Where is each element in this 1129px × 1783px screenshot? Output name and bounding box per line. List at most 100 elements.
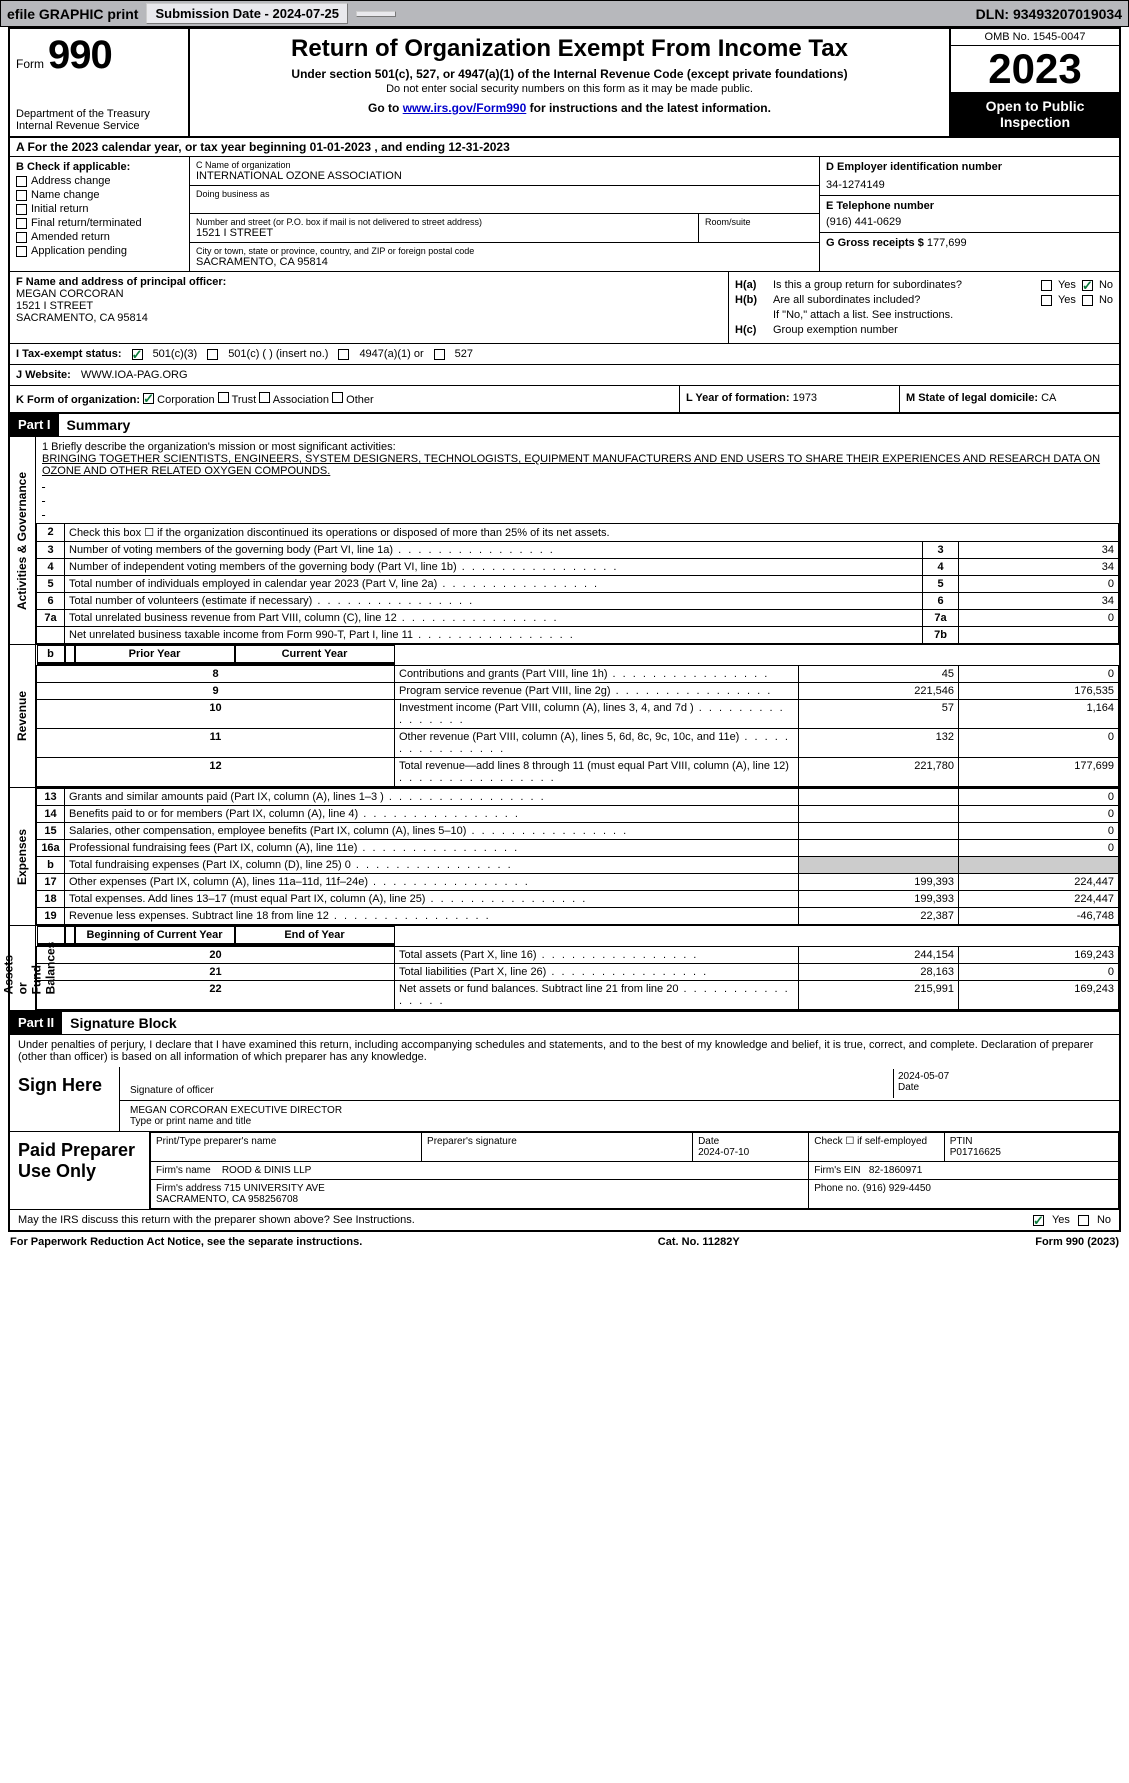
dept-label: Department of the Treasury Internal Reve…	[16, 108, 182, 132]
declaration-text: Under penalties of perjury, I declare th…	[10, 1035, 1119, 1067]
prep-date: 2024-07-10	[698, 1147, 749, 1158]
city-value: SACRAMENTO, CA 95814	[196, 256, 813, 268]
firm-phone: (916) 929-4450	[863, 1183, 931, 1194]
boxes-d-e-g: D Employer identification number 34-1274…	[819, 157, 1119, 271]
chk-address-change[interactable]	[16, 176, 27, 187]
paperwork-notice: For Paperwork Reduction Act Notice, see …	[10, 1236, 362, 1248]
chk-other[interactable]	[332, 392, 343, 403]
chk-application-pending[interactable]	[16, 246, 27, 257]
part-ii-title: Signature Block	[62, 1012, 185, 1034]
tax-year: 2023	[951, 46, 1119, 92]
gross-receipts-value: 177,699	[927, 237, 967, 249]
irs-discuss-row: May the IRS discuss this return with the…	[10, 1209, 1119, 1230]
chk-name-change[interactable]	[16, 190, 27, 201]
ptin-value: P01716625	[950, 1147, 1001, 1158]
form-number: 990	[48, 33, 112, 78]
phone-value: (916) 441-0629	[826, 216, 1113, 228]
header-center: Return of Organization Exempt From Incom…	[190, 29, 949, 136]
net-assets-table: Beginning of Current YearEnd of Year20To…	[36, 926, 1119, 1010]
governance-table: 2Check this box ☐ if the organization di…	[36, 523, 1119, 644]
sign-here-block: Sign Here Signature of officer 2024-05-0…	[10, 1067, 1119, 1132]
governance-section: Activities & Governance 1 Briefly descri…	[10, 437, 1119, 645]
chk-4947[interactable]	[338, 349, 349, 360]
row-j: J Website: WWW.IOA-PAG.ORG	[10, 365, 1119, 386]
chk-527[interactable]	[434, 349, 445, 360]
net-assets-section: Net Assets or Fund Balances Beginning of…	[10, 926, 1119, 1012]
hb-yes[interactable]	[1041, 295, 1052, 306]
box-b-label: B Check if applicable:	[16, 161, 183, 173]
section-f-h: F Name and address of principal officer:…	[10, 272, 1119, 344]
page-footer: For Paperwork Reduction Act Notice, see …	[0, 1232, 1129, 1252]
officer-name: MEGAN CORCORAN	[16, 288, 722, 300]
chk-trust[interactable]	[218, 392, 229, 403]
hb-no[interactable]	[1082, 295, 1093, 306]
box-c: C Name of organization INTERNATIONAL OZO…	[190, 157, 819, 271]
box-f: F Name and address of principal officer:…	[10, 272, 729, 343]
chk-initial-return[interactable]	[16, 204, 27, 215]
chk-assoc[interactable]	[259, 392, 270, 403]
officer-street: 1521 I STREET	[16, 300, 722, 312]
sign-date: 2024-05-07	[898, 1071, 1109, 1082]
dba-label: Doing business as	[196, 189, 813, 199]
form-ssn-note: Do not enter social security numbers on …	[198, 83, 941, 95]
topbar: efile GRAPHIC print Submission Date - 20…	[0, 0, 1129, 27]
paid-preparer-label: Paid Preparer Use Only	[10, 1132, 150, 1209]
firm-name: ROOD & DINIS LLP	[222, 1165, 311, 1176]
discuss-no[interactable]	[1078, 1215, 1089, 1226]
mission-text: BRINGING TOGETHER SCIENTISTS, ENGINEERS,…	[42, 453, 1113, 477]
part-i-num: Part I	[10, 414, 59, 436]
header-right: OMB No. 1545-0047 2023 Open to Public In…	[949, 29, 1119, 136]
part-i-title: Summary	[59, 414, 139, 436]
efile-label: efile GRAPHIC print	[7, 6, 138, 22]
room-label: Room/suite	[705, 217, 813, 227]
cat-no: Cat. No. 11282Y	[658, 1236, 740, 1248]
street-value: 1521 I STREET	[196, 227, 692, 239]
chk-final-return[interactable]	[16, 218, 27, 229]
row-klm: K Form of organization: Corporation Trus…	[10, 386, 1119, 414]
irs-link[interactable]: www.irs.gov/Form990	[403, 101, 527, 115]
header-left: Form 990 Department of the Treasury Inte…	[10, 29, 190, 136]
org-name-label: C Name of organization	[196, 160, 813, 170]
form-header: Form 990 Department of the Treasury Inte…	[10, 29, 1119, 138]
street-label: Number and street (or P.O. box if mail i…	[196, 217, 692, 227]
ein-value: 34-1274149	[826, 179, 1113, 191]
side-governance: Activities & Governance	[10, 437, 36, 644]
omb-number: OMB No. 1545-0047	[951, 29, 1119, 46]
mission-block: 1 Briefly describe the organization's mi…	[36, 437, 1119, 523]
paid-preparer-block: Paid Preparer Use Only Print/Type prepar…	[10, 1132, 1119, 1209]
phone-label: E Telephone number	[826, 200, 1113, 212]
city-label: City or town, state or province, country…	[196, 246, 813, 256]
row-i: I Tax-exempt status: 501(c)(3) 501(c) ( …	[10, 344, 1119, 365]
side-expenses: Expenses	[10, 788, 36, 925]
sign-here-label: Sign Here	[10, 1067, 120, 1131]
side-revenue: Revenue	[10, 645, 36, 787]
part-i-header: Part I Summary	[10, 414, 1119, 437]
form-title: Return of Organization Exempt From Incom…	[198, 35, 941, 63]
website-value: WWW.IOA-PAG.ORG	[81, 369, 188, 381]
form-ref: Form 990 (2023)	[1035, 1236, 1119, 1248]
org-name: INTERNATIONAL OZONE ASSOCIATION	[196, 170, 813, 182]
ha-yes[interactable]	[1041, 280, 1052, 291]
expenses-table: 13Grants and similar amounts paid (Part …	[36, 788, 1119, 925]
revenue-section: Revenue bPrior YearCurrent Year8Contribu…	[10, 645, 1119, 788]
discuss-yes[interactable]	[1033, 1215, 1044, 1226]
chk-amended-return[interactable]	[16, 232, 27, 243]
chk-corp[interactable]	[143, 393, 154, 404]
firm-ein: 82-1860971	[869, 1165, 922, 1176]
box-b: B Check if applicable: Address change Na…	[10, 157, 190, 271]
submission-date-btn[interactable]: Submission Date - 2024-07-25	[146, 3, 348, 24]
expenses-section: Expenses 13Grants and similar amounts pa…	[10, 788, 1119, 926]
revenue-table: bPrior YearCurrent Year8Contributions an…	[36, 645, 1119, 787]
section-b-to-g: B Check if applicable: Address change Na…	[10, 157, 1119, 272]
part-ii-header: Part II Signature Block	[10, 1012, 1119, 1035]
chk-501c3[interactable]	[132, 349, 143, 360]
chk-501c[interactable]	[207, 349, 218, 360]
box-h: H(a) Is this a group return for subordin…	[729, 272, 1119, 343]
officer-signed-name: MEGAN CORCORAN EXECUTIVE DIRECTOR	[130, 1105, 1109, 1116]
officer-label: F Name and address of principal officer:	[16, 276, 722, 288]
blank-btn[interactable]	[356, 11, 396, 17]
officer-city: SACRAMENTO, CA 95814	[16, 312, 722, 324]
side-net-assets: Net Assets or Fund Balances	[10, 926, 36, 1010]
form-subtitle: Under section 501(c), 527, or 4947(a)(1)…	[198, 67, 941, 81]
ha-no[interactable]	[1082, 280, 1093, 291]
